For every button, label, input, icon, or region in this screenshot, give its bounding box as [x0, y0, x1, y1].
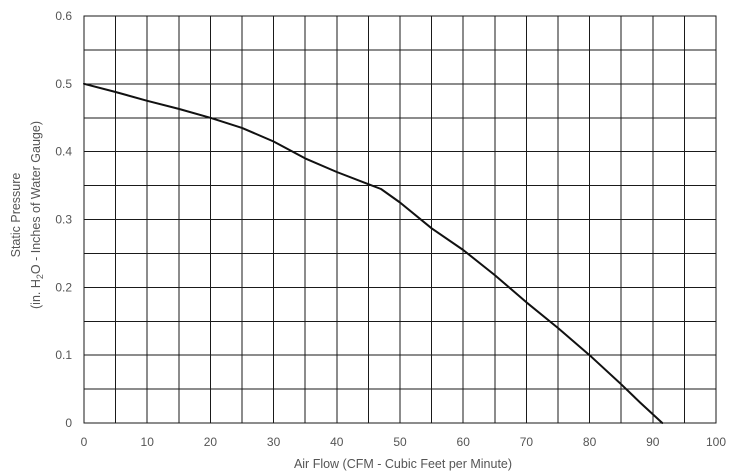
x-tick-label: 10 [141, 435, 155, 449]
y-tick-label: 0.4 [55, 145, 72, 159]
x-tick-label: 100 [706, 435, 726, 449]
x-tick-label: 50 [393, 435, 407, 449]
y-tick-label: 0.3 [55, 213, 72, 227]
x-axis-ticks: 0 10 20 30 40 50 60 70 80 90 100 [81, 435, 727, 449]
y-tick-label: 0.6 [55, 9, 72, 23]
y-tick-label: 0.5 [55, 77, 72, 91]
x-tick-label: 60 [457, 435, 471, 449]
series-line [83, 82, 664, 424]
x-tick-label: 40 [330, 435, 344, 449]
plot-frame [83, 15, 717, 424]
y-axis-title-line-1: Static Pressure [9, 173, 23, 258]
y-tick-label: 0.2 [55, 280, 72, 294]
x-tick-label: 20 [204, 435, 218, 449]
y-axis-ticks: 0 0.1 0.2 0.3 0.4 0.5 0.6 [55, 9, 72, 430]
curve-group [83, 82, 664, 424]
x-tick-label: 70 [520, 435, 534, 449]
y-axis-title-prefix: (in. H [29, 279, 43, 309]
y-tick-label: 0.1 [55, 348, 72, 362]
x-tick-label: 30 [267, 435, 281, 449]
grid [84, 16, 716, 423]
y-axis-title-line-2: (in. H2O - Inches of Water Gauge) [29, 121, 45, 309]
x-tick-label: 80 [583, 435, 597, 449]
y-tick-label: 0 [65, 416, 72, 430]
y-axis-title-subscript: 2 [35, 274, 45, 279]
x-axis-title: Air Flow (CFM - Cubic Feet per Minute) [294, 457, 512, 471]
y-axis-title-suffix: O - Inches of Water Gauge) [29, 121, 43, 274]
x-tick-label: 90 [646, 435, 660, 449]
x-tick-label: 0 [81, 435, 88, 449]
